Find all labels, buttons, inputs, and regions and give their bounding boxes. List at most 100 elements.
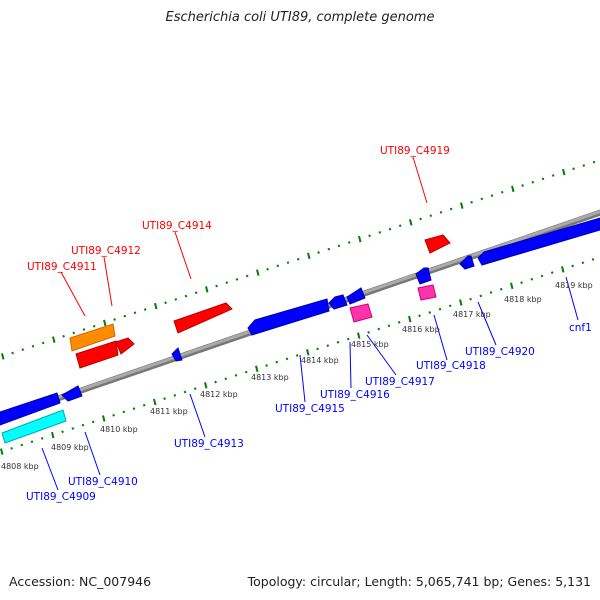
minor-tick (550, 271, 554, 275)
kbp-label: 4817 kbp (453, 310, 491, 319)
gene-label[interactable]: UTI89_C4920 (465, 346, 535, 358)
minor-tick (163, 397, 166, 401)
major-tick (103, 319, 107, 327)
gene-pink-4816[interactable] (417, 284, 437, 301)
gene-label[interactable]: UTI89_C4911 (27, 261, 97, 273)
minor-tick (91, 420, 95, 424)
gene-label[interactable]: UTI89_C4912 (71, 245, 141, 257)
gene-UTI89_C4917[interactable] (349, 303, 373, 323)
gene-blue-4815[interactable] (346, 287, 366, 305)
leader-line (477, 301, 497, 346)
major-tick (255, 365, 259, 373)
minor-tick (520, 281, 523, 284)
gene-UTI89_C4914[interactable] (173, 302, 233, 334)
kbp-label: 4818 kbp (504, 295, 542, 304)
tick-marks (0, 160, 596, 455)
minor-tick (164, 301, 167, 305)
minor-tick (397, 321, 401, 324)
kbp-label: 4815 kbp (351, 340, 389, 349)
gene-UTI89_C4915[interactable] (247, 298, 330, 336)
minor-tick (225, 281, 229, 285)
gene-UTI89_C4910[interactable] (61, 385, 83, 402)
minor-tick (285, 357, 289, 361)
major-tick (510, 282, 514, 290)
minor-tick (377, 327, 381, 331)
major-tick (256, 269, 260, 276)
minor-tick (245, 274, 249, 278)
gene-label[interactable]: UTI89_C4915 (275, 403, 345, 415)
minor-tick (265, 364, 268, 367)
major-tick (562, 168, 566, 176)
leader-line (103, 256, 113, 307)
gene-UTI89_C4920[interactable] (459, 255, 475, 270)
gene-orange[interactable] (69, 323, 116, 352)
minor-tick (490, 194, 494, 197)
kbp-label: 4808 kbp (1, 462, 39, 471)
gene-UTI89_C4918[interactable] (415, 267, 432, 285)
minor-tick (581, 261, 585, 265)
minor-tick (92, 324, 96, 328)
minor-tick (40, 437, 44, 440)
major-tick (460, 202, 464, 209)
minor-tick (316, 347, 319, 351)
gene-UTI89_C4913[interactable] (171, 347, 183, 362)
gene-UTI89_C4916[interactable] (328, 294, 348, 310)
minor-tick (398, 224, 402, 228)
gene-UTI89_C4912[interactable] (75, 340, 119, 369)
major-tick (204, 382, 208, 389)
leader-line (174, 231, 192, 280)
minor-tick (275, 360, 279, 364)
minor-tick (234, 374, 238, 377)
gene-label[interactable]: UTI89_C4918 (416, 360, 486, 372)
map-title: Escherichia coli UTI89, complete genome (165, 10, 435, 25)
minor-tick (470, 200, 473, 204)
minor-tick (41, 341, 45, 345)
minor-tick (122, 410, 126, 414)
major-tick (205, 286, 209, 293)
minor-tick (276, 264, 280, 268)
minor-tick (112, 413, 115, 417)
minor-tick (173, 393, 177, 397)
minor-tick (572, 167, 575, 171)
gene-label[interactable]: UTI89_C4910 (68, 476, 138, 488)
minor-tick (387, 324, 391, 328)
gene-small-red[interactable] (115, 337, 135, 355)
major-tick (409, 219, 413, 226)
minor-tick (11, 351, 14, 355)
minor-tick (266, 267, 269, 271)
minor-tick (368, 234, 371, 238)
gene-label[interactable]: UTI89_C4909 (26, 491, 96, 503)
gene-cnf1[interactable] (477, 217, 600, 266)
minor-tick (224, 377, 228, 381)
gene-label[interactable]: UTI89_C4919 (380, 145, 450, 157)
minor-tick (448, 304, 452, 308)
major-tick (306, 348, 310, 356)
kbp-label: 4809 kbp (51, 443, 89, 452)
minor-tick (347, 241, 351, 244)
minor-tick (469, 297, 472, 301)
minor-tick (531, 180, 535, 184)
minor-tick (132, 407, 136, 410)
major-tick (102, 415, 106, 422)
gene-label[interactable]: UTI89_C4917 (365, 376, 435, 388)
minor-tick (429, 214, 433, 218)
minor-tick (72, 331, 76, 335)
leader-line (84, 431, 101, 476)
minor-tick (81, 423, 85, 427)
minor-tick (143, 308, 147, 311)
minor-tick (336, 340, 340, 344)
minor-tick (20, 443, 24, 447)
gene-label[interactable]: UTI89_C4914 (142, 220, 212, 232)
major-tick (153, 398, 157, 406)
gene-label[interactable]: UTI89_C4916 (320, 389, 390, 401)
gene-cyan[interactable] (1, 409, 67, 444)
minor-tick (326, 344, 330, 347)
gene-UTI89_C4919[interactable] (424, 234, 451, 254)
gene-UTI89_C4909-rev[interactable] (0, 392, 61, 426)
topology-text: Topology: circular; Length: 5,065,741 bp… (247, 574, 591, 589)
minor-tick (31, 344, 35, 348)
gene-label[interactable]: cnf1 (569, 322, 592, 334)
kbp-label: 4814 kbp (301, 356, 339, 365)
accession-text: Accession: NC_007946 (9, 574, 152, 589)
gene-label[interactable]: UTI89_C4913 (174, 438, 244, 450)
